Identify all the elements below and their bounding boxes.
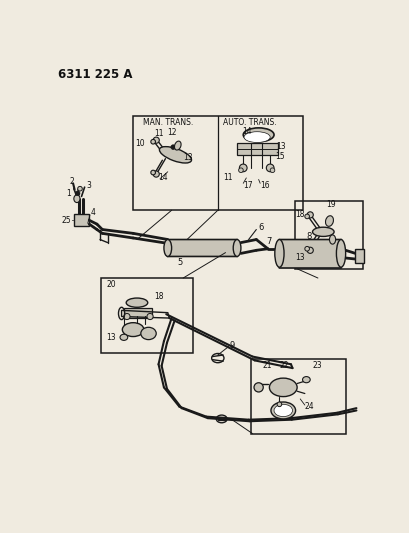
Text: 2: 2 [70,177,74,186]
Polygon shape [275,239,344,268]
Text: 13: 13 [295,254,304,262]
Text: 14: 14 [242,127,252,136]
Ellipse shape [312,227,333,237]
Text: 19: 19 [326,200,335,209]
Ellipse shape [238,168,243,173]
Text: MAN. TRANS.: MAN. TRANS. [143,118,193,127]
Text: 10: 10 [135,139,145,148]
Ellipse shape [274,239,283,267]
Text: 18: 18 [153,292,163,301]
Text: 6: 6 [258,223,263,232]
Polygon shape [166,239,238,256]
Ellipse shape [122,322,144,336]
Text: 20: 20 [106,280,115,289]
Ellipse shape [243,128,273,142]
Ellipse shape [174,141,181,150]
Text: 9: 9 [229,341,234,350]
Ellipse shape [243,132,270,142]
Ellipse shape [164,239,171,256]
Text: 17: 17 [243,181,252,190]
Text: 7: 7 [266,237,271,246]
Ellipse shape [273,405,292,417]
Text: 15: 15 [274,152,284,161]
Ellipse shape [325,216,333,227]
Ellipse shape [306,247,312,253]
Text: 11: 11 [154,129,164,138]
Polygon shape [354,249,363,263]
Polygon shape [236,142,277,155]
Text: 13: 13 [183,154,192,163]
Text: 13: 13 [106,333,115,342]
Ellipse shape [306,212,312,218]
Bar [250,359,346,433]
Polygon shape [74,214,89,225]
Ellipse shape [75,191,80,196]
Ellipse shape [233,239,240,256]
Ellipse shape [336,239,345,267]
Ellipse shape [151,140,155,144]
Ellipse shape [269,378,297,397]
Ellipse shape [159,147,191,163]
Text: 13: 13 [276,142,285,151]
Text: 24: 24 [304,402,314,411]
Bar [133,116,302,210]
Text: 21: 21 [262,361,271,370]
Ellipse shape [270,168,274,173]
Ellipse shape [153,171,159,177]
Ellipse shape [239,164,247,172]
Text: 12: 12 [166,128,176,137]
Ellipse shape [146,313,153,320]
Ellipse shape [304,214,309,219]
Ellipse shape [77,187,82,191]
Text: 4: 4 [90,208,95,217]
Polygon shape [124,308,152,318]
Ellipse shape [270,402,295,419]
Ellipse shape [266,164,273,172]
Text: AUTO. TRANS.: AUTO. TRANS. [222,118,276,127]
Text: 8: 8 [306,232,311,241]
Ellipse shape [120,334,128,341]
Ellipse shape [254,383,263,392]
Ellipse shape [140,327,156,340]
Ellipse shape [74,195,80,203]
Bar [101,278,193,353]
Text: 5: 5 [177,258,182,267]
Text: 3: 3 [86,181,91,190]
Ellipse shape [304,246,309,251]
Ellipse shape [276,402,281,407]
Ellipse shape [151,170,155,175]
Text: 14: 14 [158,173,168,182]
Text: 16: 16 [260,181,269,190]
Bar [294,201,362,269]
Text: 6311 225 A: 6311 225 A [58,68,133,81]
Text: 23: 23 [312,361,321,370]
Text: 1: 1 [66,189,71,198]
Ellipse shape [329,235,335,244]
Ellipse shape [124,313,130,320]
Ellipse shape [171,145,175,149]
Text: 11: 11 [222,173,232,182]
Text: 18: 18 [295,211,304,220]
Ellipse shape [153,137,159,143]
Ellipse shape [126,298,147,308]
Ellipse shape [302,377,310,383]
Text: 22: 22 [279,361,288,370]
Text: 25: 25 [61,216,71,225]
